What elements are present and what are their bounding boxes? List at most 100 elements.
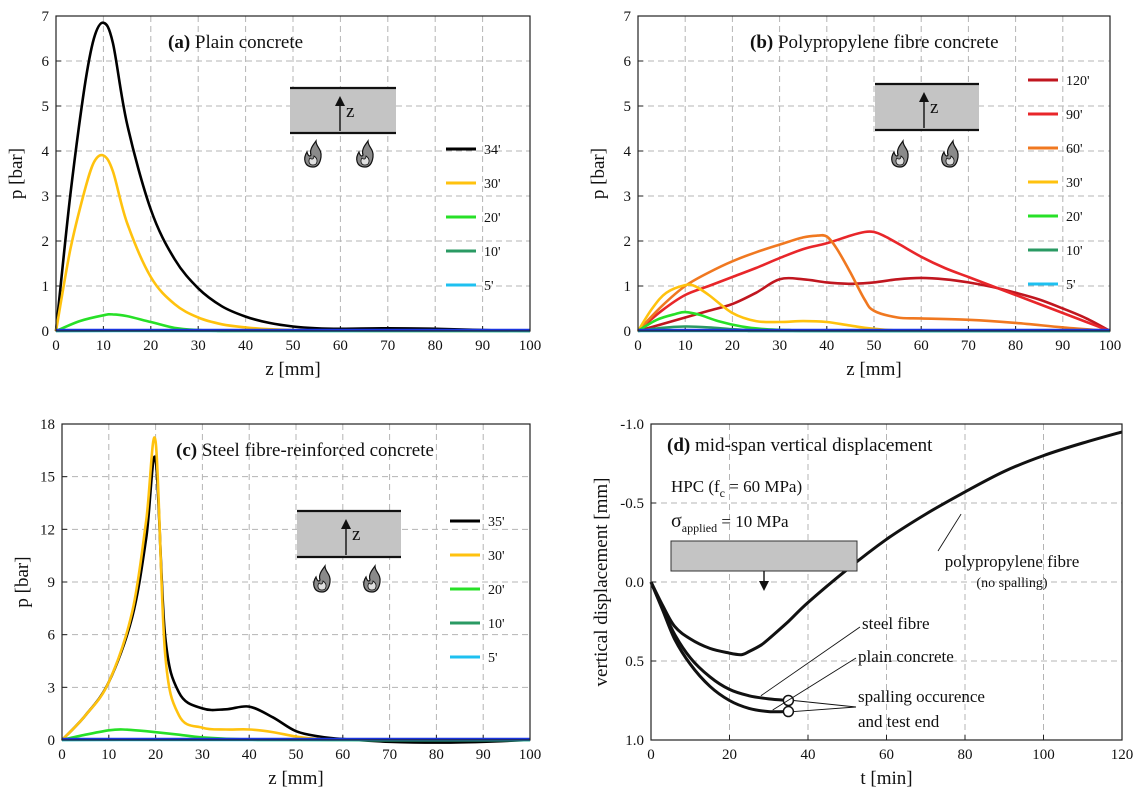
- x-tick-label: 120: [1111, 747, 1134, 763]
- arrow-up-icon: [341, 519, 351, 529]
- x-tick-label: 100: [1099, 338, 1122, 354]
- x-axis-label: t [min]: [860, 768, 912, 789]
- x-tick-label: 60: [879, 747, 894, 763]
- panel-a: 0 10 20 30 40 50 60 70 80 90 100 0 1 2 3 4 5 6 7 z [mm] p [b…: [6, 9, 541, 380]
- y-tick-label: 0: [48, 733, 56, 749]
- plot-frame: [61, 423, 531, 741]
- y-axis-label: p [bar]: [588, 148, 609, 199]
- sigma-label: σapplied = 10 MPa: [671, 510, 789, 535]
- z-label: z: [930, 97, 938, 118]
- x-tick-label: 10: [678, 338, 693, 354]
- beam-specimen: [670, 540, 858, 572]
- panel-d: 0 20 40 60 80 100 120 -1.0 -0.5 0.0 0.5 1.0 t [min] v…: [591, 417, 1133, 789]
- chart-title: (d) mid-span vertical displacement: [667, 435, 933, 456]
- y-tick-label: -0.5: [620, 496, 644, 512]
- x-tick-label: 20: [722, 747, 737, 763]
- legend-label: 5': [488, 651, 498, 666]
- x-tick-label: 60: [914, 338, 929, 354]
- leader-line: [793, 706, 857, 713]
- arrow-up-icon: [919, 92, 929, 102]
- y-tick-label: 0: [624, 324, 632, 340]
- y-tick-label: 1.0: [625, 733, 644, 749]
- legend: 120' 90' 60' 30' 20' 10' 5': [1028, 74, 1090, 293]
- y-tick-label: -1.0: [620, 417, 644, 433]
- legend-label: 120': [1066, 74, 1090, 89]
- leader-line: [937, 513, 962, 552]
- specimen-inset: z: [297, 509, 401, 593]
- y-tick-label: 7: [42, 9, 50, 25]
- annotation-polypropylene: polypropylene fibre: [945, 552, 1080, 571]
- flame-icon: [891, 139, 909, 168]
- flame-icon: [304, 139, 322, 168]
- annotation-plain-concrete: plain concrete: [858, 647, 954, 666]
- y-tick-label: 12: [40, 522, 55, 538]
- x-tick-label: 0: [58, 747, 66, 763]
- x-tick-label: 90: [475, 338, 490, 354]
- panel-b: 0 10 20 30 40 50 60 70 80 90 100 0 1 2 3 4 5 6 7 z [mm] p [b…: [588, 9, 1121, 380]
- specimen-block: [875, 84, 979, 130]
- chart-title: (b) Polypropylene fibre concrete: [750, 32, 999, 53]
- x-tick-label: 50: [289, 747, 304, 763]
- x-axis-label: z [mm]: [846, 359, 901, 380]
- flame-icon: [363, 564, 381, 593]
- y-tick-label: 6: [42, 54, 50, 70]
- x-tick-label: 100: [519, 338, 542, 354]
- annotation-steel-fibre: steel fibre: [862, 614, 930, 633]
- legend-label: 20': [484, 211, 501, 226]
- x-tick-label: 40: [238, 338, 253, 354]
- y-tick-label: 4: [42, 144, 50, 160]
- legend-label: 30': [484, 177, 501, 192]
- y-tick-label: 3: [42, 189, 50, 205]
- plot-frame: [650, 423, 1123, 741]
- x-tick-label: 40: [801, 747, 816, 763]
- legend-label: 10': [1066, 244, 1083, 259]
- x-tick-label: 0: [634, 338, 642, 354]
- x-axis-label: z [mm]: [268, 768, 323, 789]
- x-tick-label: 0: [647, 747, 655, 763]
- legend-label: 30': [1066, 176, 1083, 191]
- series-line: [649, 430, 1123, 657]
- y-axis-label: vertical displacement [mm]: [591, 478, 612, 687]
- legend-label: 20': [1066, 210, 1083, 225]
- y-tick-label: 1: [624, 279, 632, 295]
- x-tick-label: 60: [335, 747, 350, 763]
- x-tick-label: 90: [1055, 338, 1070, 354]
- z-label: z: [346, 101, 354, 122]
- arrow-up-icon: [335, 96, 345, 106]
- legend-label: 20': [488, 583, 505, 598]
- legend-label: 35': [488, 515, 505, 530]
- x-tick-label: 100: [1032, 747, 1055, 763]
- series-line: [637, 233, 1111, 333]
- y-tick-label: 18: [40, 417, 55, 433]
- legend-label: 5': [484, 279, 494, 294]
- y-axis-label: p [bar]: [12, 556, 33, 607]
- specimen-block: [290, 88, 396, 133]
- x-tick-label: 80: [958, 747, 973, 763]
- x-tick-label: 50: [867, 338, 882, 354]
- z-label: z: [352, 524, 360, 545]
- x-tick-label: 30: [772, 338, 787, 354]
- y-tick-label: 3: [48, 680, 56, 696]
- chart-title: (a) Plain concrete: [168, 32, 303, 53]
- annotation-test-end: and test end: [858, 712, 940, 731]
- series-line: [637, 276, 1111, 333]
- x-tick-label: 20: [143, 338, 158, 354]
- chart-title: (c) Steel fibre-reinforced concrete: [176, 440, 434, 461]
- specimen-block: [297, 511, 401, 557]
- series-line: [54, 21, 531, 333]
- y-tick-label: 5: [42, 99, 50, 115]
- annotation-no-spalling: (no spalling): [976, 576, 1047, 591]
- leader-line: [772, 657, 857, 711]
- x-tick-label: 100: [519, 747, 542, 763]
- flame-icon: [313, 564, 331, 593]
- panel-c: 0 10 20 30 40 50 60 70 80 90 100 0 3 6 9 12 15 18 z [mm] p …: [12, 417, 541, 789]
- x-tick-label: 60: [333, 338, 348, 354]
- y-tick-label: 15: [40, 470, 55, 486]
- y-tick-label: 4: [624, 144, 632, 160]
- annotation-spalling: spalling occurence: [858, 687, 985, 706]
- x-axis-label: z [mm]: [265, 359, 320, 380]
- flame-icon: [941, 139, 959, 168]
- leader-line: [793, 700, 857, 708]
- x-tick-label: 80: [429, 747, 444, 763]
